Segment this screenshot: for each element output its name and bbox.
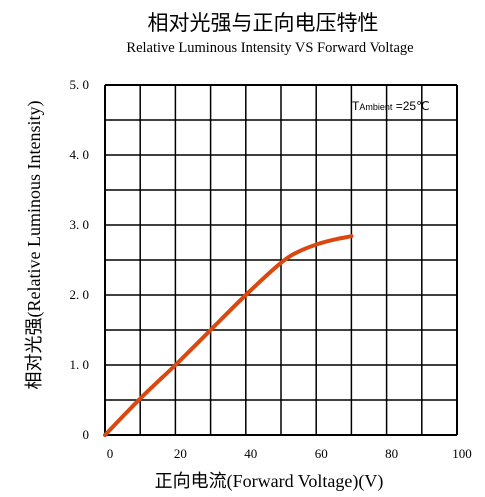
grid <box>104 84 458 436</box>
y-tick-labels: 0 1. 0 2. 0 3. 0 4. 0 5. 0 <box>70 77 90 442</box>
x-tick-label: 0 <box>107 446 114 461</box>
x-tick-label: 20 <box>174 446 187 461</box>
y-axis-label: 相对光强(Relative Luminous Intensity) <box>24 101 45 390</box>
chart-title: 相对光强与正向电压特性 <box>148 12 379 35</box>
ambient-note-prefix: T <box>352 99 360 113</box>
ambient-temperature-note: TAmbient =25℃ <box>352 99 430 113</box>
x-tick-label: 60 <box>315 446 328 461</box>
chart-subtitle: Relative Luminous Intensity VS Forward V… <box>126 40 413 56</box>
x-tick-label: 100 <box>452 446 472 461</box>
y-tick-label: 4. 0 <box>70 147 90 162</box>
y-tick-label: 2. 0 <box>70 287 90 302</box>
x-tick-labels: 0 20 40 60 80 100 <box>107 446 472 461</box>
y-tick-label: 0 <box>83 427 90 442</box>
ambient-note-suffix: =25℃ <box>392 99 429 113</box>
x-tick-label: 80 <box>385 446 398 461</box>
x-axis-label: 正向电流(Forward Voltage)(V) <box>155 471 384 492</box>
series-line <box>103 234 354 437</box>
y-tick-label: 5. 0 <box>70 77 90 92</box>
ambient-note-subscript: Ambient <box>359 102 393 112</box>
y-tick-label: 1. 0 <box>70 357 90 372</box>
y-tick-label: 3. 0 <box>70 217 90 232</box>
x-tick-label: 40 <box>244 446 257 461</box>
